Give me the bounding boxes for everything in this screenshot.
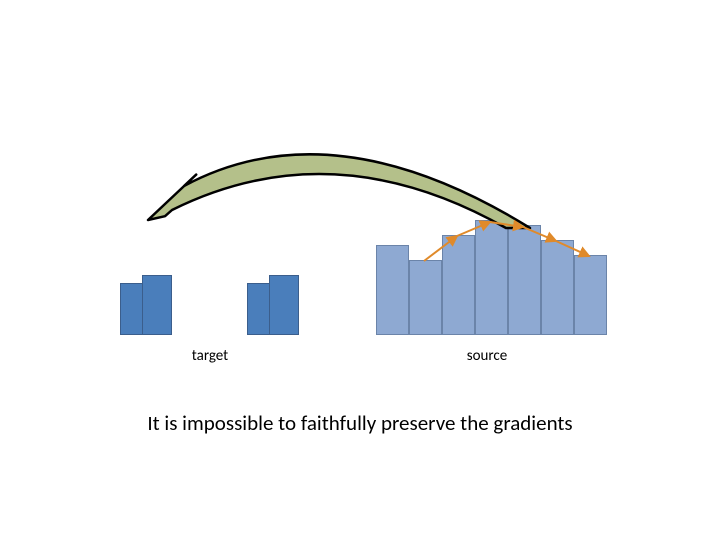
target-bar-3 (269, 275, 299, 335)
source-bar-2 (442, 235, 475, 335)
source-bar-4 (508, 225, 541, 335)
diagram-stage: target source It is impossible to faithful… (0, 0, 720, 540)
source-bar-1 (409, 260, 442, 335)
target-label: target (150, 347, 270, 365)
source-bar-5 (541, 240, 574, 335)
source-bar-0 (376, 245, 409, 335)
target-bar-1 (142, 275, 172, 335)
source-label: source (427, 347, 547, 365)
source-bar-3 (475, 220, 508, 335)
source-bar-6 (574, 255, 607, 335)
arrow-overlay (0, 0, 720, 540)
main-caption: It is impossible to faithfully preserve … (60, 410, 660, 436)
big-curved-arrow (148, 154, 530, 228)
